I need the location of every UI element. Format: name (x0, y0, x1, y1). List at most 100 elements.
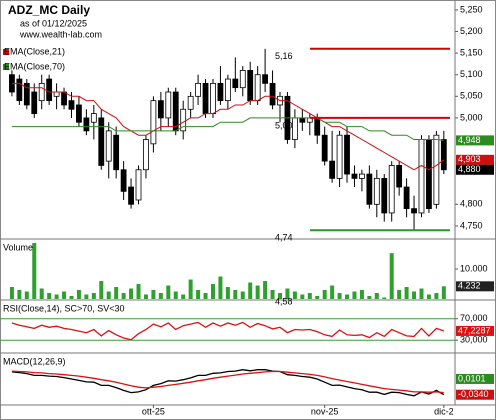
legend-swatch (3, 49, 9, 55)
level-label: 5,00 (275, 120, 293, 130)
volume-bar (143, 294, 148, 299)
series-line (11, 82, 445, 171)
candle-body (157, 100, 164, 119)
volume-bar (426, 294, 431, 299)
candle-body (31, 91, 38, 115)
volume-bar (106, 291, 111, 299)
candle-body (53, 91, 60, 97)
candle-body (359, 173, 365, 179)
volume-bar (173, 291, 178, 299)
volume-bar (218, 276, 223, 299)
volume-bar (210, 284, 215, 299)
x-tick-label: dic-2 (434, 406, 454, 416)
volume-bar (412, 291, 417, 299)
y-tick-label: 30,000 (460, 335, 488, 345)
y-tick-label: 5,250 (460, 4, 483, 14)
volume-bar (136, 284, 141, 299)
candle-body (336, 134, 343, 179)
candle-body (23, 82, 30, 106)
candle-body (128, 186, 134, 205)
y-tick-label: 5,000 (460, 112, 483, 122)
volume-bar (389, 253, 394, 299)
volume-bar (255, 285, 260, 299)
volume-bar (114, 287, 119, 299)
candle-body (254, 74, 261, 102)
candle-body (381, 177, 388, 214)
value-badge-label: 4,948 (458, 135, 481, 145)
volume-bar (17, 290, 22, 299)
value-badge-label: 4,880 (458, 164, 481, 174)
candle-body (143, 139, 149, 171)
volume-bar (397, 290, 402, 299)
y-tick-label: 5,200 (460, 26, 483, 36)
candle-body (351, 173, 358, 179)
volume-bar (9, 287, 14, 299)
value-badge-label: -0,0340 (458, 389, 489, 399)
y-tick-label: 4,800 (460, 199, 483, 209)
series-line (11, 321, 445, 341)
candle-body (373, 177, 380, 205)
candle-body (232, 78, 239, 89)
panel-title: Volume (3, 242, 33, 252)
candle-body (135, 169, 142, 201)
candle-body (195, 82, 201, 97)
volume-bar (240, 291, 245, 299)
candle-body (187, 95, 194, 110)
volume-bar (292, 291, 297, 299)
candle-body (269, 82, 276, 106)
subtitle: as of 01/12/2025 (20, 18, 87, 28)
volume-bar (196, 290, 201, 299)
candle-body (440, 139, 447, 171)
candle-body (291, 117, 298, 140)
value-badge (456, 325, 494, 336)
volume-bar (270, 290, 275, 299)
candle-body (46, 78, 53, 102)
y-tick-label: 5,100 (460, 69, 483, 79)
volume-bar (158, 293, 163, 299)
candle-body (38, 82, 45, 102)
x-tick-label: nov-25 (311, 406, 339, 416)
candle-body (299, 117, 306, 123)
x-tick-label: ott-25 (142, 406, 165, 416)
volume-bar (278, 293, 282, 299)
y-tick-label: 5,150 (460, 48, 483, 58)
candle-body (68, 100, 75, 110)
candle-body (321, 134, 328, 162)
value-badge (456, 164, 494, 175)
candle-body (76, 104, 82, 123)
candle-body (105, 130, 112, 162)
candle-body (98, 117, 105, 166)
volume-bar (300, 294, 305, 299)
candle-body (329, 160, 336, 179)
volume-bar (24, 291, 29, 299)
candle-body (150, 100, 157, 145)
candle-body (366, 173, 373, 205)
volume-bar (315, 296, 320, 299)
volume-bar (382, 297, 387, 299)
volume-bar (337, 293, 342, 299)
candle-body (262, 74, 269, 84)
volume-bar (84, 294, 89, 299)
y-tick-label: 70,000 (460, 313, 488, 323)
series-line (11, 370, 444, 394)
chart-title: ADZ_MC Daily (8, 3, 90, 17)
volume-bar (359, 290, 364, 299)
volume-bar (62, 291, 67, 299)
volume-bar (330, 285, 335, 299)
volume-bar (129, 288, 134, 299)
source: www.wealth-lab.com (19, 29, 102, 39)
candle-body (314, 117, 321, 136)
volume-bar (188, 279, 193, 299)
volume-bar (47, 293, 52, 299)
y-tick-label: 5,050 (460, 91, 483, 101)
candle-body (90, 113, 97, 123)
candle-body (344, 134, 350, 175)
volume-bar (248, 282, 253, 299)
volume-bar (166, 285, 171, 299)
volume-bar (374, 293, 379, 299)
volume-bar (285, 288, 290, 299)
legend-label: EMA(Close,70) (4, 61, 65, 71)
candle-body (403, 186, 410, 210)
volume-bar (54, 294, 59, 299)
